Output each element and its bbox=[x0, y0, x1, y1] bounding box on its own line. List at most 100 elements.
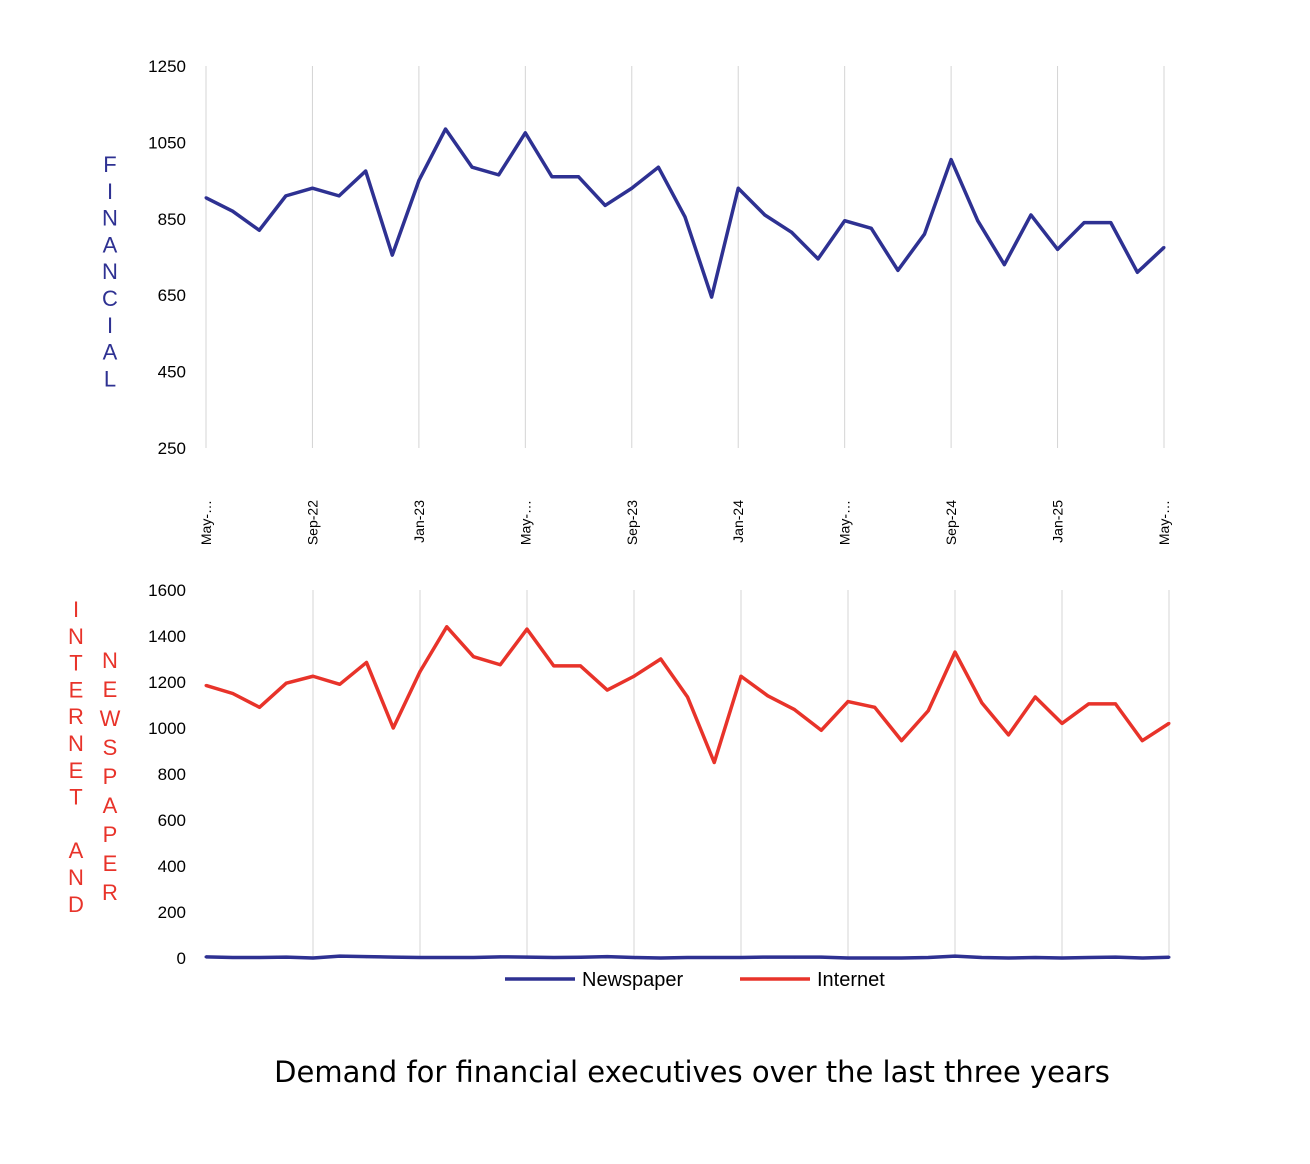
data-point-financial bbox=[577, 175, 581, 179]
y-axis-title-right-letter: E bbox=[103, 851, 118, 876]
x-tick-label: Jan-23 bbox=[411, 500, 427, 543]
data-point-newspaper bbox=[391, 955, 395, 959]
data-point-newspaper bbox=[418, 956, 422, 960]
data-point-internet bbox=[1033, 695, 1037, 699]
y-axis-title-left-letter: I bbox=[73, 597, 79, 622]
y-axis-title-right-letter: W bbox=[100, 706, 121, 731]
data-point-financial bbox=[550, 175, 554, 179]
y-tick-label: 1250 bbox=[148, 57, 186, 76]
data-point-newspaper bbox=[498, 955, 502, 959]
data-point-internet bbox=[632, 674, 636, 678]
y-tick-label: 650 bbox=[158, 286, 186, 305]
data-point-newspaper bbox=[846, 956, 850, 960]
x-tick-label: May-… bbox=[1156, 500, 1172, 545]
y-axis-title-left-letter: A bbox=[69, 838, 84, 863]
y-tick-label: 200 bbox=[158, 903, 186, 922]
x-tick-label: May-… bbox=[517, 500, 533, 545]
y-axis-title-right-letter: P bbox=[103, 764, 118, 789]
y-axis-title-right-letter: P bbox=[103, 822, 118, 847]
data-point-financial bbox=[204, 196, 208, 200]
data-point-financial bbox=[417, 179, 421, 183]
data-point-internet bbox=[605, 688, 609, 692]
y-axis-title-right-letter: R bbox=[102, 880, 118, 905]
x-tick-label: Sep-23 bbox=[624, 500, 640, 545]
y-axis-title-left-letter: R bbox=[68, 704, 84, 729]
data-point-newspaper bbox=[284, 955, 288, 959]
data-point-internet bbox=[418, 670, 422, 674]
y-axis-title-left-letter: T bbox=[69, 785, 82, 810]
y-axis-title-right-letter: N bbox=[102, 648, 118, 673]
data-point-financial bbox=[1002, 263, 1006, 267]
y-tick-label: 1600 bbox=[148, 581, 186, 600]
data-point-internet bbox=[766, 694, 770, 698]
x-tick-label: May-… bbox=[837, 500, 853, 545]
data-point-newspaper bbox=[525, 955, 529, 959]
data-point-internet bbox=[338, 682, 342, 686]
data-point-financial bbox=[444, 127, 447, 131]
data-point-financial bbox=[284, 194, 288, 198]
data-point-financial bbox=[710, 295, 714, 299]
data-point-internet bbox=[712, 761, 716, 764]
data-point-internet bbox=[391, 726, 395, 730]
y-axis-title-letter: A bbox=[103, 232, 118, 257]
y-axis-title-letter: F bbox=[103, 152, 116, 177]
data-point-newspaper bbox=[231, 956, 235, 960]
data-point-financial bbox=[869, 226, 873, 230]
y-axis-title-left-letter: E bbox=[69, 758, 84, 783]
data-point-internet bbox=[873, 705, 877, 709]
y-tick-label: 1000 bbox=[148, 719, 186, 738]
data-point-newspaper bbox=[632, 956, 636, 960]
y-tick-label: 850 bbox=[158, 210, 186, 229]
data-point-internet bbox=[819, 728, 823, 732]
data-point-internet bbox=[472, 655, 475, 659]
data-point-financial bbox=[364, 169, 368, 173]
y-axis-title-left-letter: N bbox=[68, 865, 84, 890]
data-point-financial bbox=[843, 219, 847, 223]
data-point-financial bbox=[816, 257, 820, 261]
y-axis-title-right-letter: S bbox=[103, 735, 118, 760]
data-point-newspaper bbox=[793, 955, 796, 959]
data-point-internet bbox=[204, 683, 208, 687]
y-axis-title-letter: N bbox=[102, 206, 118, 231]
data-point-newspaper bbox=[926, 956, 930, 960]
data-point-internet bbox=[525, 627, 529, 631]
data-point-internet bbox=[739, 674, 743, 678]
y-tick-label: 1050 bbox=[148, 133, 186, 152]
data-point-newspaper bbox=[1033, 956, 1037, 960]
data-point-internet bbox=[900, 739, 903, 743]
x-tick-label: Sep-22 bbox=[304, 500, 320, 545]
data-point-newspaper bbox=[900, 956, 903, 960]
y-tick-label: 1200 bbox=[148, 673, 186, 692]
data-point-financial bbox=[1109, 221, 1113, 225]
data-point-financial bbox=[497, 173, 501, 177]
figure-caption: Demand for financial executives over the… bbox=[274, 1055, 1110, 1089]
data-point-newspaper bbox=[873, 956, 877, 960]
y-axis-title-letter: C bbox=[102, 286, 118, 311]
data-point-newspaper bbox=[1167, 955, 1171, 959]
y-axis-title-letter: I bbox=[107, 179, 113, 204]
data-point-financial bbox=[337, 194, 341, 198]
data-point-financial bbox=[976, 219, 980, 223]
data-point-newspaper bbox=[445, 956, 449, 960]
data-point-internet bbox=[311, 674, 315, 678]
data-point-newspaper bbox=[819, 955, 823, 959]
data-point-financial bbox=[257, 228, 261, 232]
data-point-financial bbox=[683, 215, 687, 219]
data-point-newspaper bbox=[1140, 956, 1144, 960]
data-point-newspaper bbox=[1087, 956, 1091, 960]
data-point-financial bbox=[1056, 247, 1060, 251]
data-point-newspaper bbox=[659, 956, 663, 960]
data-point-financial bbox=[310, 186, 314, 190]
data-point-newspaper bbox=[552, 956, 556, 960]
data-point-internet bbox=[926, 709, 930, 713]
data-point-newspaper bbox=[686, 956, 689, 960]
y-axis-title-letter: L bbox=[104, 366, 116, 391]
data-point-newspaper bbox=[766, 955, 770, 959]
data-point-financial bbox=[1135, 270, 1139, 274]
data-point-internet bbox=[552, 664, 556, 668]
legend-label-newspaper: Newspaper bbox=[582, 969, 684, 991]
data-point-newspaper bbox=[712, 956, 716, 960]
data-point-financial bbox=[603, 203, 607, 207]
data-point-internet bbox=[659, 657, 663, 661]
